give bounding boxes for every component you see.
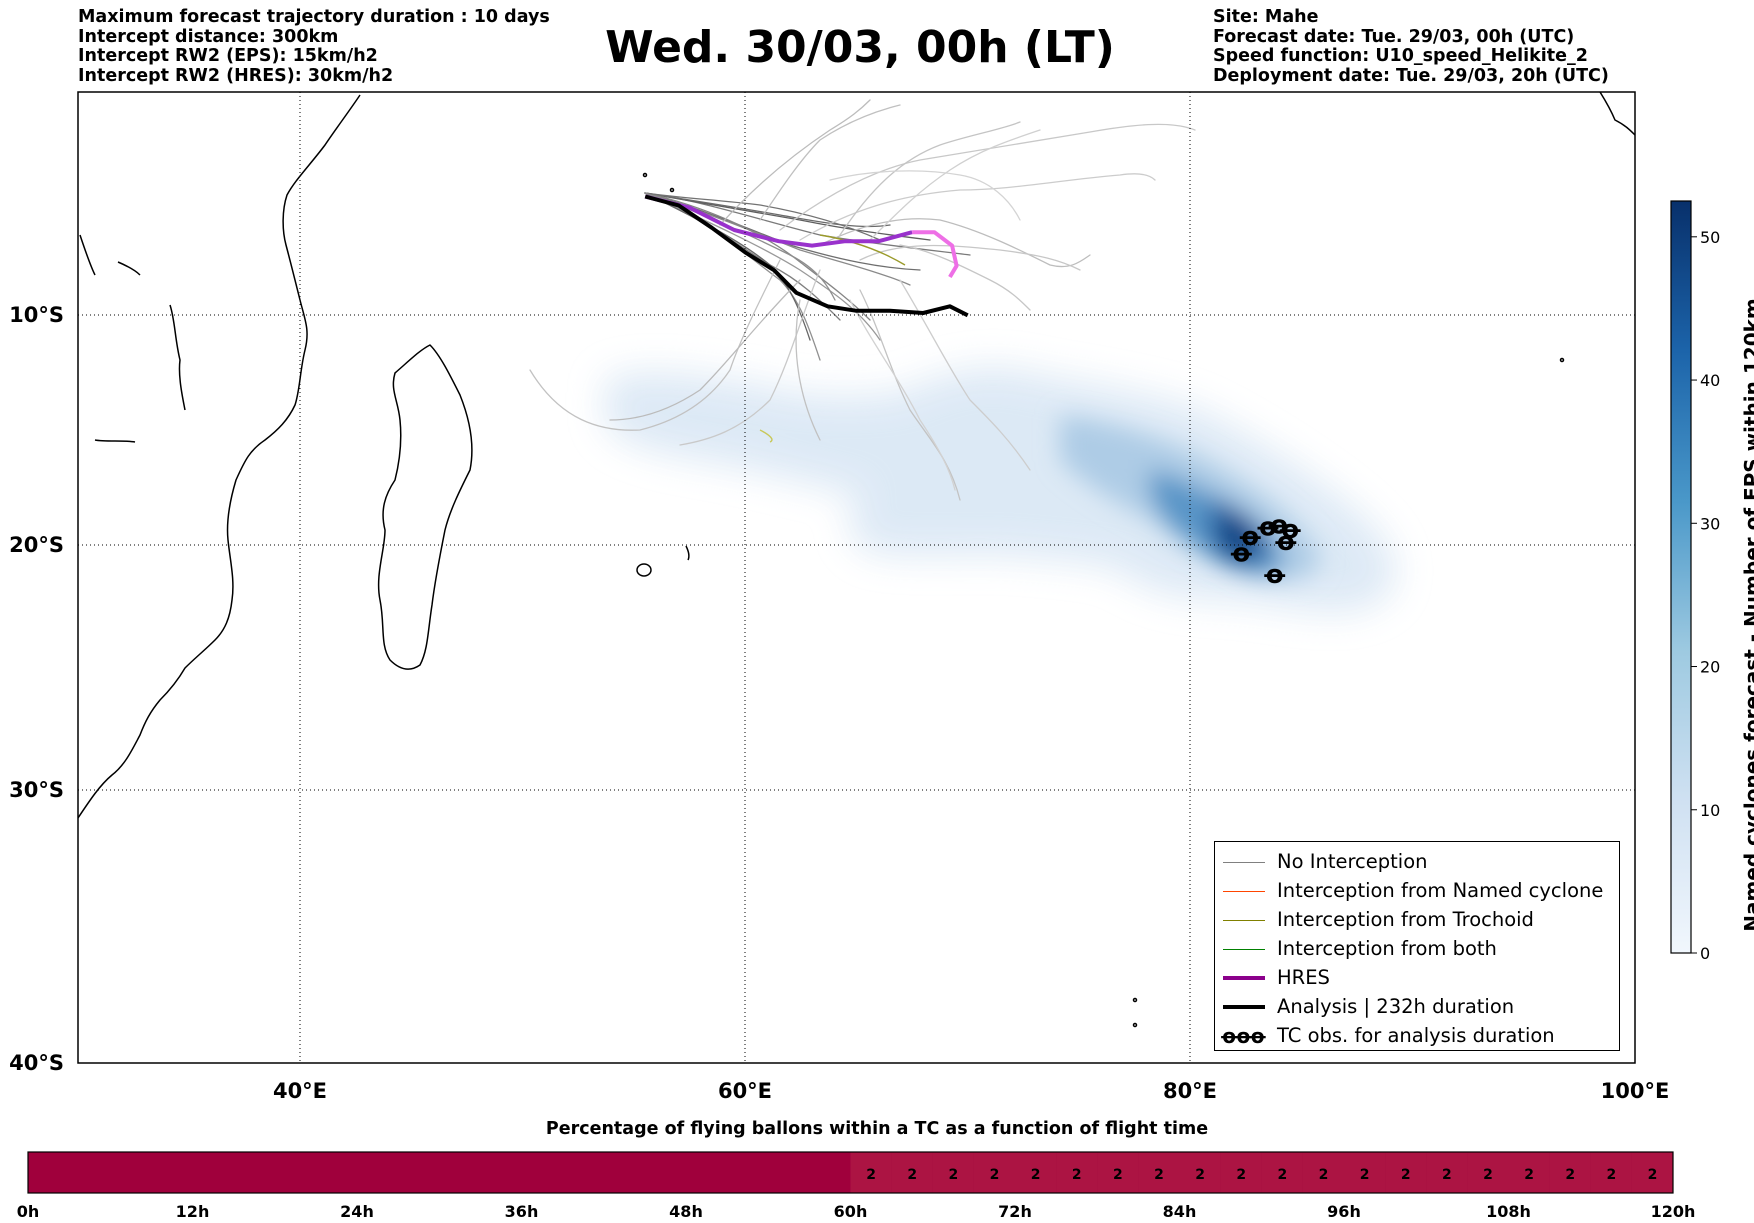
trajectory-no-interception [849, 299, 956, 491]
map-frame [77, 91, 1636, 1064]
trajectory-no-interception [799, 173, 1156, 241]
lon-label-40e: 40°E [273, 1079, 327, 1103]
forecast-date-text: Forecast date: Tue. 29/03, 00h (UTC) [1213, 26, 1575, 47]
intercept-distance-text: Intercept distance: 300km [78, 26, 339, 47]
legend-label: Analysis | 232h duration [1277, 995, 1515, 1018]
trajectory-no-interception [759, 104, 901, 221]
lat-label-40s: 40°S [9, 1051, 64, 1075]
tc-observation-marker: ꝋ [1280, 515, 1302, 545]
trajectory-no-interception [679, 269, 821, 446]
lon-label-80e: 80°E [1163, 1079, 1217, 1103]
legend-item-analysis: Analysis | 232h duration [1215, 993, 1619, 1022]
tc-observation-marker: ꝋ [1240, 522, 1262, 552]
site-text: Site: Mahe [1213, 7, 1319, 27]
lon-label-60e: 60°E [718, 1079, 772, 1103]
trajectory-no-interception [719, 99, 871, 226]
island-mauritius [685, 545, 690, 561]
legend-swatch [1223, 976, 1265, 980]
legend-label: Interception from Trochoid [1277, 908, 1534, 931]
trajectory-no-interception [829, 170, 1021, 221]
legend-label: Interception from both [1277, 937, 1497, 960]
trajectory-no-interception [839, 121, 1021, 236]
island-reunion [636, 563, 652, 577]
trajectory-no-interception [529, 259, 781, 431]
legend-label: No Interception [1277, 850, 1428, 873]
map-legend: No Interception Interception from Named … [1214, 841, 1620, 1051]
lake-coastline [79, 234, 96, 276]
island-amsterdam [1132, 997, 1138, 1003]
tc-observation-marker: ꝋ [1264, 560, 1286, 590]
island-st-paul [1132, 1022, 1138, 1028]
lake-coastline [169, 304, 186, 411]
legend-label: Interception from Named cyclone [1277, 879, 1604, 902]
tc-observation-marker: ꝋ [1275, 527, 1297, 557]
colorbar-label: Named cyclones forecast - Number of EPS … [1740, 298, 1754, 932]
analysis-trajectory [644, 194, 969, 318]
legend-item-both: Interception from both [1215, 935, 1619, 964]
trajectory-no-interception [819, 218, 1091, 268]
max-duration-text: Maximum forecast trajectory duration : 1… [78, 7, 550, 27]
trajectory-trochoid-interception [759, 429, 773, 443]
trajectory-no-interception [644, 192, 811, 341]
lat-label-30s: 30°S [9, 778, 64, 802]
tc-observation-marker: ꝋ [1257, 513, 1279, 543]
trajectory-no-interception [899, 279, 1031, 471]
lat-label-20s: 20°S [9, 533, 64, 557]
lon-label-100e: 100°E [1601, 1079, 1670, 1103]
bottom-chart-title: Percentage of flying ballons within a TC… [545, 1119, 1209, 1139]
legend-swatch [1223, 1005, 1265, 1009]
ensemble-trajectories [529, 99, 1196, 501]
cyclone-density-field [605, 367, 1396, 612]
trajectory-no-interception [644, 192, 881, 241]
island-seychelles [669, 187, 675, 193]
trajectory-no-interception [644, 192, 931, 241]
coastlines [78, 92, 1635, 1028]
madagascar-coastline [377, 344, 473, 670]
trajectory-trochoid-interception [819, 234, 906, 266]
legend-item-tc-obs: ꝋꝋꝋ TC obs. for analysis duration [1215, 1022, 1619, 1051]
chart-title: Wed. 30/03, 00h (LT) [605, 22, 1115, 73]
trajectory-no-interception [795, 299, 821, 441]
tc-observation-marker: ꝋ [1231, 539, 1253, 569]
intercept-hres-text: Intercept RW2 (HRES): 30km/h2 [78, 65, 394, 86]
deployment-date-text: Deployment date: Tue. 29/03, 20h (UTC) [1213, 65, 1609, 86]
trajectory-no-interception [779, 123, 1196, 231]
trajectory-no-interception [609, 279, 801, 421]
legend-label: TC obs. for analysis duration [1277, 1024, 1555, 1047]
legend-item-named-cyclone: Interception from Named cyclone [1215, 877, 1619, 906]
australia-coastline [1599, 92, 1635, 136]
legend-swatch [1223, 862, 1265, 863]
trajectory-no-interception [869, 129, 1041, 241]
hres-trajectory [644, 194, 913, 248]
tc-symbol-icon: ꝋꝋꝋ [1221, 1024, 1266, 1048]
hres-trajectory-tail [912, 230, 959, 279]
trajectory-no-interception [859, 244, 1081, 271]
tc-observation-marker: ꝋ [1269, 510, 1291, 540]
lat-label-10s: 10°S [9, 303, 64, 327]
island-seychelles [642, 172, 648, 178]
run-parameters: Maximum forecast trajectory duration : 1… [78, 7, 550, 86]
trajectory-no-interception [899, 244, 1031, 311]
legend-item-hres: HRES [1215, 964, 1619, 993]
lake-coastline [117, 261, 141, 276]
lake-coastline [94, 439, 136, 443]
africa-coastline [78, 94, 361, 819]
legend-item-no-interception: No Interception [1215, 848, 1619, 877]
island-cocos [1559, 357, 1565, 363]
speed-function-text: Speed function: U10_speed_Helikite_2 [1213, 46, 1588, 66]
site-parameters: Site: Mahe Forecast date: Tue. 29/03, 00… [1213, 7, 1609, 86]
intercept-eps-text: Intercept RW2 (EPS): 15km/h2 [78, 46, 378, 66]
legend-item-trochoid: Interception from Trochoid [1215, 906, 1619, 935]
trajectory-no-interception [859, 289, 961, 501]
legend-swatch [1223, 920, 1265, 921]
legend-swatch [1223, 891, 1265, 892]
legend-label: HRES [1277, 966, 1330, 989]
legend-swatch [1223, 949, 1265, 950]
trajectory-no-interception [644, 192, 891, 228]
